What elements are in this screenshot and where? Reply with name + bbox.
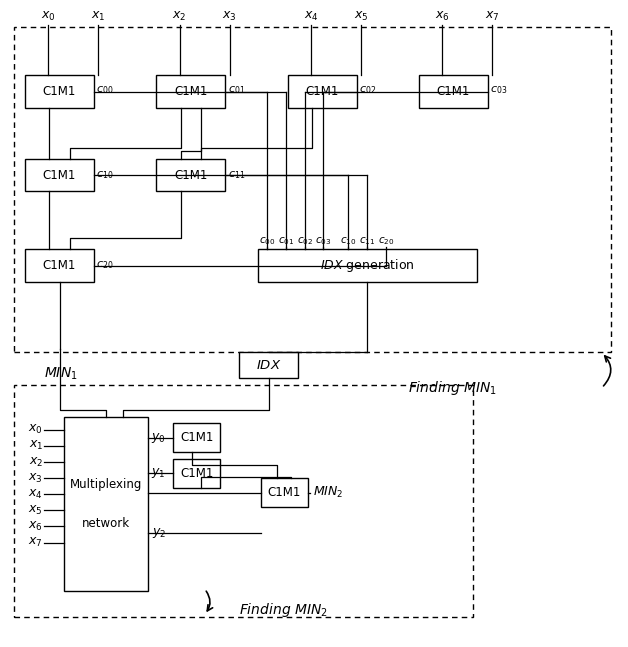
Text: $x_1$: $x_1$ <box>28 439 43 452</box>
Text: $c_{03}$: $c_{03}$ <box>315 236 332 248</box>
Bar <box>419 76 488 107</box>
Text: $x_0$: $x_0$ <box>41 10 56 23</box>
Bar <box>14 27 611 353</box>
Bar <box>25 249 94 281</box>
Text: $x_5$: $x_5$ <box>354 10 368 23</box>
Text: $c_{20}$: $c_{20}$ <box>97 259 114 272</box>
Text: $y_2$: $y_2$ <box>151 526 166 540</box>
Text: C1M1: C1M1 <box>180 432 214 444</box>
Text: $c_{02}$: $c_{02}$ <box>296 236 313 248</box>
Text: $MIN_2$: $MIN_2$ <box>313 485 343 500</box>
Text: $c_{00}$: $c_{00}$ <box>97 84 114 96</box>
Text: $x_0$: $x_0$ <box>28 423 43 436</box>
Text: C1M1: C1M1 <box>43 85 76 98</box>
Text: C1M1: C1M1 <box>305 85 339 98</box>
Text: $x_6$: $x_6$ <box>435 10 450 23</box>
Bar <box>156 159 225 192</box>
Text: C1M1: C1M1 <box>180 466 214 480</box>
Text: $c_{00}$: $c_{00}$ <box>259 236 275 248</box>
Text: $x_3$: $x_3$ <box>222 10 237 23</box>
Bar <box>257 249 477 281</box>
Bar <box>64 417 148 591</box>
Bar <box>239 353 298 378</box>
Text: $x_4$: $x_4$ <box>28 488 43 501</box>
Text: $x_3$: $x_3$ <box>28 472 43 485</box>
Text: network: network <box>82 517 130 530</box>
Text: C1M1: C1M1 <box>174 85 207 98</box>
Text: Multiplexing: Multiplexing <box>70 478 143 491</box>
Bar <box>25 76 94 107</box>
Text: $IDX$ generation: $IDX$ generation <box>320 257 414 274</box>
Text: $x_7$: $x_7$ <box>485 10 499 23</box>
Text: C1M1: C1M1 <box>43 259 76 272</box>
Text: $x_6$: $x_6$ <box>28 520 43 533</box>
Text: $x_7$: $x_7$ <box>28 536 43 549</box>
Text: C1M1: C1M1 <box>268 486 301 499</box>
Text: C1M1: C1M1 <box>436 85 470 98</box>
Text: Finding $MIN_2$: Finding $MIN_2$ <box>239 601 328 619</box>
Bar <box>25 159 94 192</box>
Text: $c_{02}$: $c_{02}$ <box>359 84 376 96</box>
Bar <box>173 459 220 488</box>
Text: $x_5$: $x_5$ <box>28 504 43 517</box>
Text: $c_{20}$: $c_{20}$ <box>377 236 394 248</box>
Text: $y_0$: $y_0$ <box>151 431 166 445</box>
Text: $c_{11}$: $c_{11}$ <box>359 236 376 248</box>
Text: $c_{01}$: $c_{01}$ <box>278 236 294 248</box>
Text: $x_2$: $x_2$ <box>173 10 187 23</box>
Text: $c_{03}$: $c_{03}$ <box>490 84 507 96</box>
Text: $x_4$: $x_4$ <box>303 10 318 23</box>
Bar <box>173 423 220 452</box>
Text: C1M1: C1M1 <box>43 169 76 182</box>
Text: $c_{10}$: $c_{10}$ <box>340 236 357 248</box>
Text: $c_{01}$: $c_{01}$ <box>228 84 245 96</box>
Text: C1M1: C1M1 <box>174 169 207 182</box>
Text: $IDX$: $IDX$ <box>256 359 281 372</box>
Bar <box>261 478 308 507</box>
Text: $c_{10}$: $c_{10}$ <box>97 170 114 181</box>
Text: $MIN_1$: $MIN_1$ <box>44 366 78 382</box>
Bar <box>288 76 357 107</box>
Text: $x_1$: $x_1$ <box>91 10 106 23</box>
Text: $c_{11}$: $c_{11}$ <box>228 170 245 181</box>
Text: Finding $MIN_1$: Finding $MIN_1$ <box>408 379 497 397</box>
Text: $x_2$: $x_2$ <box>29 455 43 468</box>
Bar <box>156 76 225 107</box>
Bar <box>14 385 474 617</box>
Text: $y_1$: $y_1$ <box>151 466 166 480</box>
